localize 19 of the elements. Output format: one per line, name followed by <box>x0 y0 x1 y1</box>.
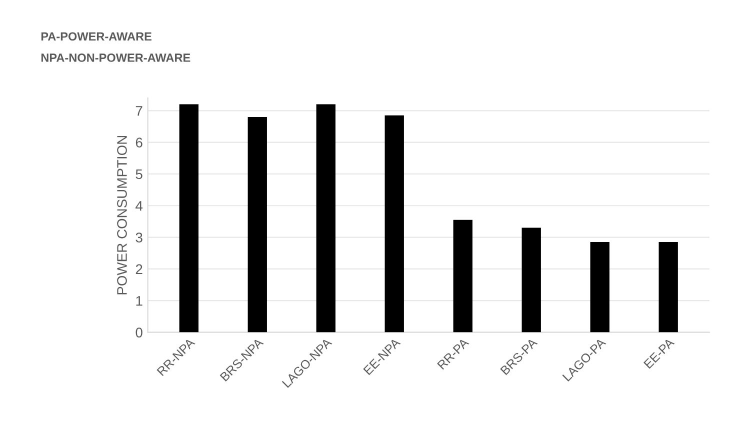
bar <box>248 116 267 332</box>
y-tick-label: 4 <box>136 201 143 211</box>
y-axis-title: POWER CONSUMPTION <box>117 136 127 294</box>
bar <box>316 104 336 332</box>
text: NPA-NON-POWER-AWARE <box>41 54 190 62</box>
y-tick-label: 7 <box>136 106 142 116</box>
y-tick-label: 5 <box>136 169 142 180</box>
text: PA-POWER-AWARE <box>41 32 152 41</box>
y-tick-label: 3 <box>136 232 142 242</box>
bar <box>590 242 610 332</box>
bar <box>179 104 198 332</box>
y-tick-label: 2 <box>136 264 142 274</box>
bar <box>453 220 472 332</box>
y-tick-label: 0 <box>136 328 142 338</box>
bar <box>658 242 678 332</box>
y-tick-label: 6 <box>136 138 142 148</box>
y-tick-label: 1 <box>136 296 142 306</box>
bar <box>522 228 541 332</box>
bar <box>384 115 404 332</box>
